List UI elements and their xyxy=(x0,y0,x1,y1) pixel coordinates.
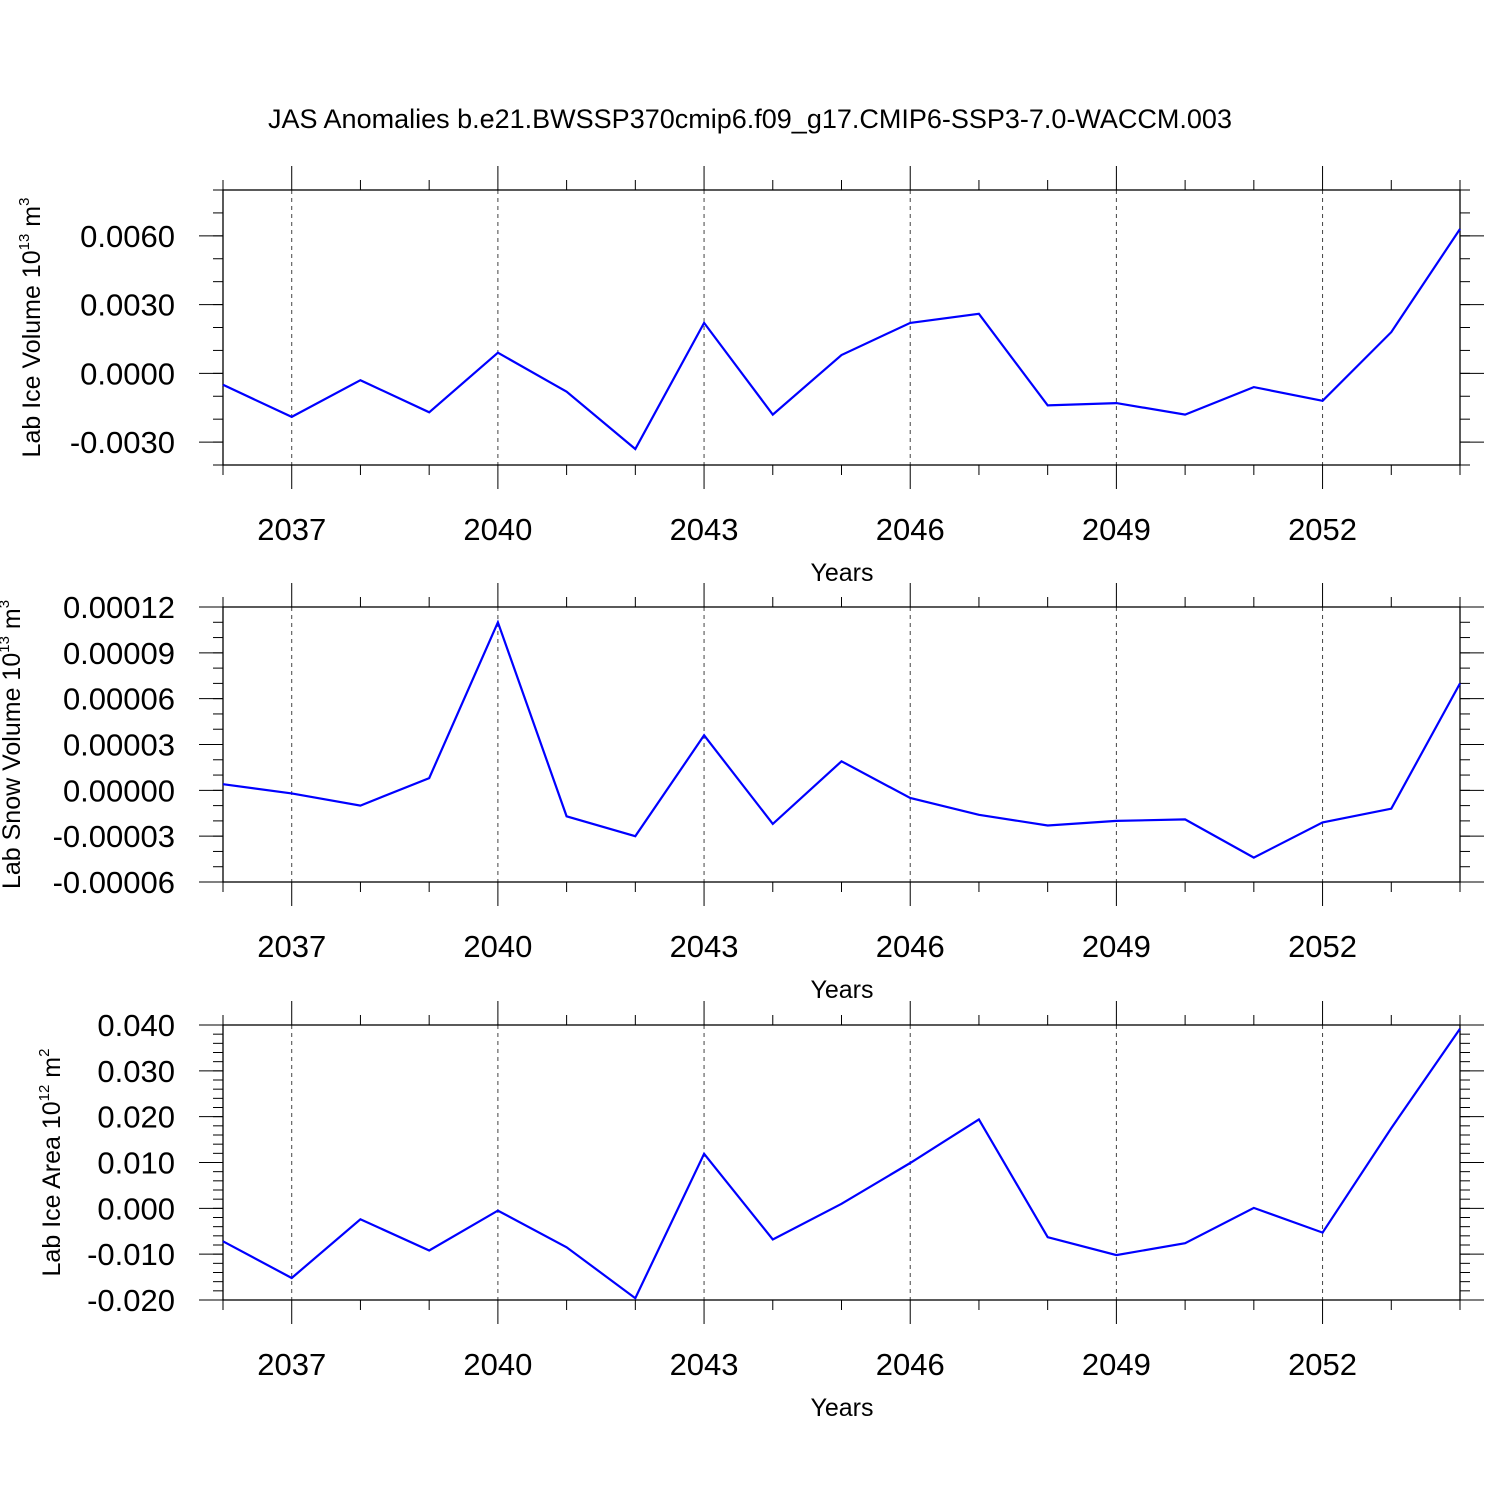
x-tick-label: 2052 xyxy=(1288,1347,1357,1382)
x-tick-label: 2037 xyxy=(257,512,326,547)
x-tick-label: 2046 xyxy=(876,1347,945,1382)
y-axis-label: Lab Snow Volume 1013 m3 xyxy=(0,600,26,889)
y-tick-label: -0.020 xyxy=(87,1283,175,1318)
y-axis-label-superscript: 12 xyxy=(36,1085,53,1102)
x-tick-label: 2040 xyxy=(463,929,532,964)
y-tick-label: 0.0060 xyxy=(80,219,175,254)
chart-title: JAS Anomalies b.e21.BWSSP370cmip6.f09_g1… xyxy=(268,104,1232,134)
panel-1: 2037 2040 2043 2046 2049 2052 Years 0.0060 0.003… xyxy=(16,166,1484,587)
x-tick-label: 2046 xyxy=(876,929,945,964)
panel-3: 2037 2040 2043 2046 2049 2052 Years 0.040 0.030 0… xyxy=(36,1001,1484,1422)
x-tick-label: 2043 xyxy=(670,1347,739,1382)
x-tick-label: 2052 xyxy=(1288,929,1357,964)
x-tick-label: 2052 xyxy=(1288,512,1357,547)
y-axis-label-superscript: 3 xyxy=(16,198,33,206)
y-axis-label: Lab Ice Volume 1013 m3 xyxy=(16,198,46,458)
y-axis-label-superscript: 3 xyxy=(0,600,13,608)
series-line xyxy=(222,619,1461,859)
plot-frame xyxy=(222,606,1461,883)
x-axis-label: Years xyxy=(810,976,873,1004)
x-tick-label: 2046 xyxy=(876,512,945,547)
y-tick-label: 0.030 xyxy=(97,1054,175,1089)
y-axis-label-superscript: 2 xyxy=(36,1049,53,1057)
y-axis-label-text: m xyxy=(0,608,26,636)
x-tick-label: 2049 xyxy=(1082,1347,1151,1382)
y-axis-label-text: Lab Ice Volume 10 xyxy=(18,250,46,457)
y-axis-label-superscript: 13 xyxy=(0,636,13,653)
plot-frame xyxy=(222,1024,1461,1301)
x-tick-label: 2049 xyxy=(1082,929,1151,964)
x-tick-label: 2040 xyxy=(463,1347,532,1382)
y-axis-label-superscript: 13 xyxy=(16,234,33,251)
y-axis-label-text: m xyxy=(38,1057,66,1085)
y-axis-label-text: Lab Ice Area 10 xyxy=(38,1101,66,1276)
panel-2: 2037 2040 2043 2046 2049 2052 Years 0.00012 0.00… xyxy=(0,583,1484,1004)
y-axis-label: Lab Ice Area 1012 m2 xyxy=(36,1049,66,1277)
x-tick-label: 2043 xyxy=(670,929,739,964)
x-tick-label: 2043 xyxy=(670,512,739,547)
x-tick-label: 2037 xyxy=(257,1347,326,1382)
y-tick-label: 0.0000 xyxy=(80,356,175,391)
y-tick-label: 0.00012 xyxy=(63,590,175,625)
y-tick-label: -0.00006 xyxy=(53,865,175,900)
y-axis-label-text: m xyxy=(18,206,46,234)
y-tick-label: 0.000 xyxy=(97,1191,175,1226)
x-axis-label: Years xyxy=(810,559,873,587)
x-tick-label: 2049 xyxy=(1082,512,1151,547)
x-tick-label: 2037 xyxy=(257,929,326,964)
y-tick-label: 0.040 xyxy=(97,1008,175,1043)
y-tick-label: 0.00006 xyxy=(63,682,175,717)
y-tick-label: -0.00003 xyxy=(53,819,175,854)
y-tick-label: -0.0030 xyxy=(70,425,175,460)
plot-frame xyxy=(222,189,1461,466)
x-axis-label: Years xyxy=(810,1394,873,1422)
y-tick-label: 0.020 xyxy=(97,1100,175,1135)
series-line xyxy=(222,1028,1461,1300)
series-line xyxy=(222,228,1461,451)
y-tick-label: 0.00000 xyxy=(63,773,175,808)
y-tick-label: 0.00009 xyxy=(63,636,175,671)
y-axis-label-text: Lab Snow Volume 10 xyxy=(0,653,26,889)
y-tick-label: 0.00003 xyxy=(63,728,175,763)
y-tick-label: 0.010 xyxy=(97,1146,175,1181)
y-tick-label: -0.010 xyxy=(87,1237,175,1272)
y-tick-label: 0.0030 xyxy=(80,288,175,323)
x-tick-label: 2040 xyxy=(463,512,532,547)
